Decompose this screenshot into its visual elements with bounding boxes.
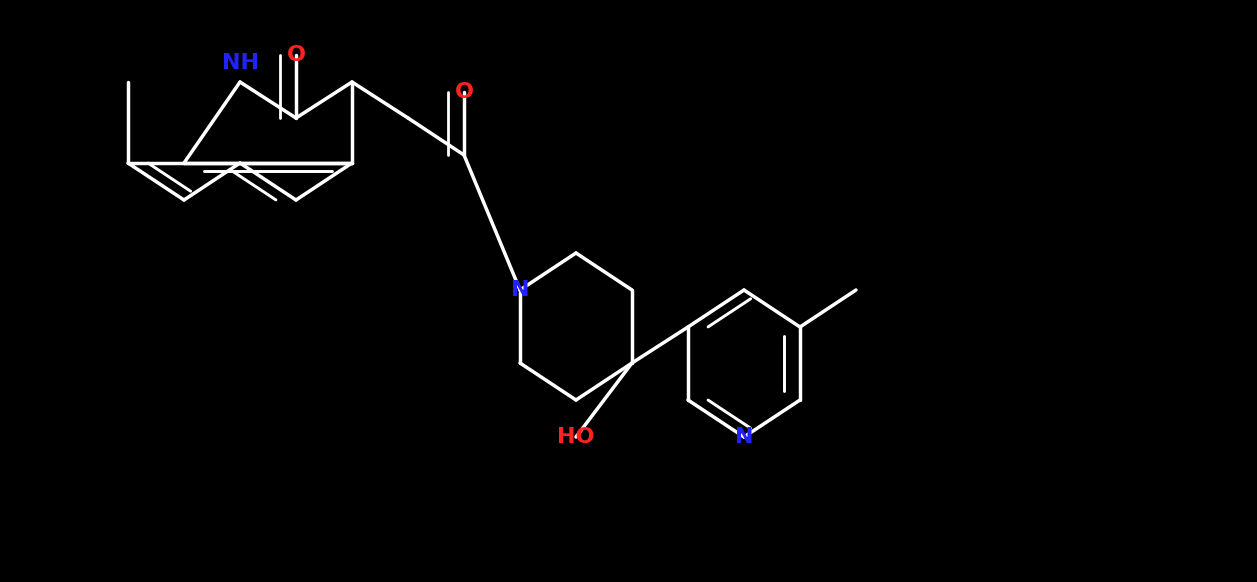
Text: N: N [510, 280, 529, 300]
Text: HO: HO [557, 427, 595, 447]
Text: O: O [455, 82, 474, 102]
Text: NH: NH [221, 54, 259, 73]
Text: O: O [287, 45, 305, 65]
Text: N: N [735, 427, 753, 447]
